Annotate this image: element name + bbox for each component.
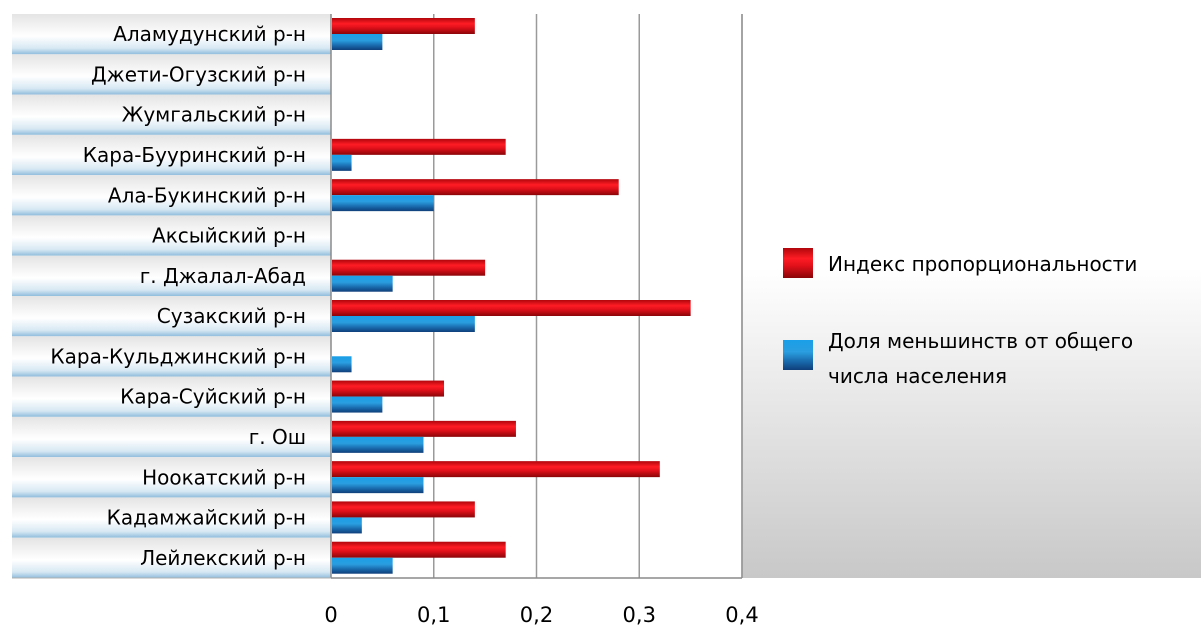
legend-swatch-index [783, 248, 813, 278]
bar-index [332, 179, 619, 196]
category-bands [12, 14, 331, 578]
bar-share [332, 396, 383, 413]
x-tick-label: 0,2 [520, 603, 553, 626]
category-label: Аламудунский р-н [113, 22, 306, 46]
category-band [12, 175, 331, 216]
legend-panel [742, 14, 1201, 578]
bar-index [332, 420, 516, 437]
category-band [12, 537, 331, 578]
bar-share [332, 557, 393, 574]
bar-index [332, 461, 660, 478]
bar-index [332, 300, 691, 316]
bar-share [332, 356, 352, 373]
legend-swatch-share [783, 340, 813, 370]
bar-index [332, 18, 475, 34]
category-label: г. Джалал-Абад [140, 264, 306, 288]
category-band [12, 336, 331, 377]
bar-share [332, 517, 362, 534]
x-axis-ticks: 0 0,1 0,2 0,3 0,4 [324, 603, 758, 626]
category-band [12, 14, 331, 55]
category-band [12, 134, 331, 176]
category-label: Кара-Суйский р-н [120, 385, 306, 409]
x-tick-label: 0,4 [725, 603, 758, 626]
bar-share [332, 316, 475, 332]
legend-label-index: Индекс пропорциональности [828, 252, 1137, 276]
category-band [12, 457, 331, 498]
x-tick-label: 0,3 [623, 603, 656, 626]
category-band [12, 255, 331, 296]
bar-index [332, 501, 475, 518]
legend-label-share: Доля меньшинств от общего числа населени… [828, 329, 1140, 388]
category-label: г. Ош [249, 425, 306, 449]
bar-share [332, 34, 383, 50]
bar-share [332, 195, 434, 212]
category-label: Лейлекский р-н [140, 546, 306, 570]
category-band [12, 296, 331, 337]
bar-index [332, 138, 506, 155]
category-label: Ала-Букинский р-н [108, 183, 306, 207]
legend: Индекс пропорциональности Доля меньшинст… [783, 248, 1140, 388]
category-band [12, 215, 331, 256]
category-label: Сузакский р-н [157, 304, 306, 328]
gridlines [433, 14, 743, 578]
category-band [12, 94, 331, 135]
category-label: Аксыйский р-н [152, 224, 306, 248]
category-label: Кара-Кульджинский р-н [50, 344, 306, 368]
category-label: Ноокатский р-н [142, 465, 306, 489]
category-band [12, 416, 331, 458]
x-tick-label: 0 [324, 603, 337, 626]
category-label: Джети-Огузский р-н [91, 62, 306, 86]
category-band [12, 54, 331, 95]
bar-share [332, 477, 424, 494]
bar-index [332, 259, 486, 276]
bar-share [332, 436, 424, 453]
bar-index [332, 380, 445, 397]
bars [332, 18, 691, 574]
category-labels: Аламудунский р-н Джети-Огузский р-н Жумгал… [50, 22, 306, 570]
bar-share [332, 154, 352, 171]
category-label: Кадамжайский р-н [107, 506, 306, 530]
category-band [12, 497, 331, 538]
x-tick-label: 0,1 [417, 603, 450, 626]
bar-index [332, 541, 506, 558]
category-band [12, 376, 331, 417]
category-label: Кара-Бууринский р-н [83, 143, 306, 167]
bar-share [332, 275, 393, 292]
category-label: Жумгальский р-н [122, 103, 306, 127]
